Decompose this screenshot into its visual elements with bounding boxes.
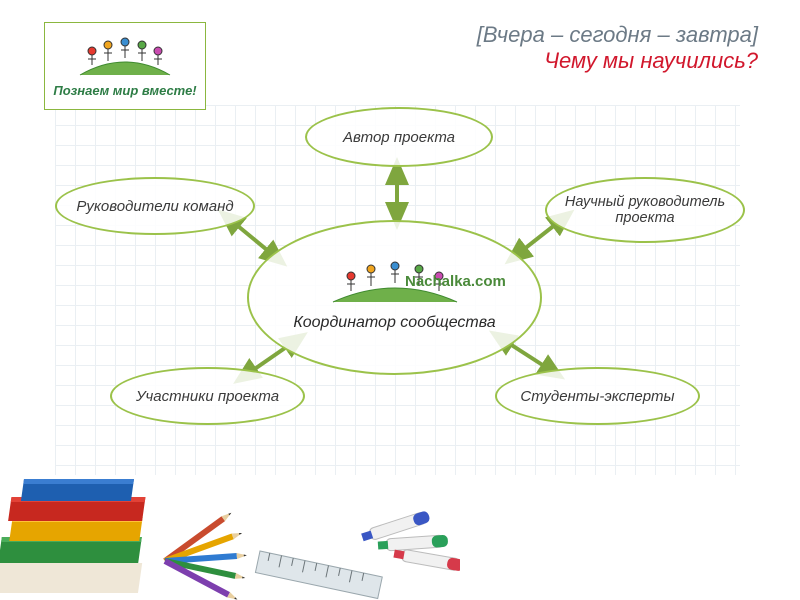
stationery-icon (0, 465, 460, 600)
node-participants: Участники проекта (110, 367, 305, 425)
node-experts: Студенты-эксперты (495, 367, 700, 425)
node-supervisor: Научный руководительпроекта (545, 177, 745, 243)
headline-line2: Чему мы научились? (477, 48, 758, 74)
logo-slogan: Познаем мир вместе! (53, 83, 196, 98)
node-author: Автор проекта (305, 107, 493, 167)
stationery-decoration (0, 465, 460, 600)
center-node: Координатор сообщества (247, 220, 542, 375)
logo-box: Познаем мир вместе! (44, 22, 206, 110)
role-diagram: Координатор сообщества Nachalka.com Авто… (55, 105, 740, 475)
node-leaders: Руководители команд (55, 177, 255, 235)
logo-children-globe-icon (60, 35, 190, 81)
center-node-label: Координатор сообщества (293, 314, 495, 332)
headline-line1: [Вчера – сегодня – завтра] (477, 22, 758, 48)
center-brand: Nachalka.com (405, 273, 506, 290)
headline: [Вчера – сегодня – завтра] Чему мы научи… (477, 22, 758, 74)
